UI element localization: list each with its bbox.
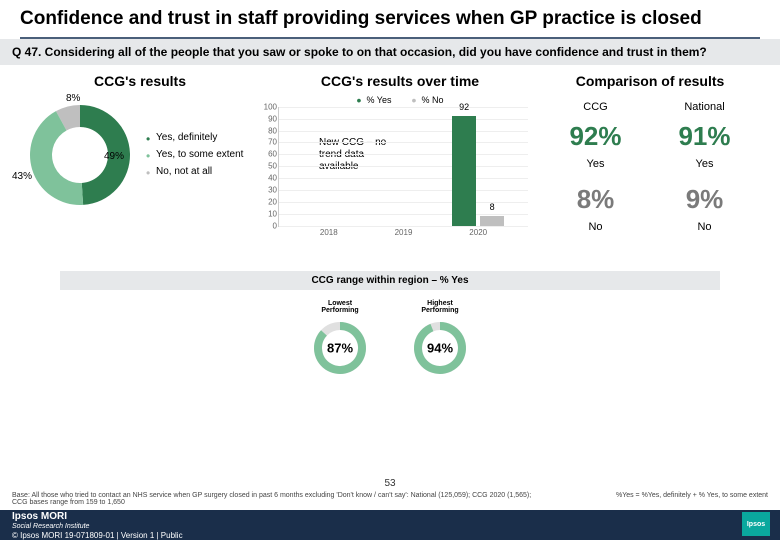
gauge-high: 94% (410, 318, 470, 378)
comp-label-yes: Yes (651, 156, 758, 180)
range-low-label: LowestPerforming (310, 300, 370, 314)
page-number: 53 (384, 478, 395, 489)
region-band: CCG range within region – % Yes (60, 271, 720, 290)
comp-header-ccg: CCG (542, 97, 649, 117)
note-text: %Yes = %Yes, definitely + % Yes, to some… (616, 492, 768, 506)
col2-heading: CCG's results over time (260, 73, 540, 95)
footer-sub: Social Research Institute (12, 523, 183, 530)
base-text: Base: All those who tried to contact an … (12, 492, 532, 506)
footer-brand: Ipsos MORI (12, 511, 183, 522)
col1-heading: CCG's results (20, 73, 260, 95)
legend-item: Yes, definitely (146, 132, 243, 143)
footer-bar: Ipsos MORI Social Research Institute © I… (0, 510, 780, 540)
range-high-label: HighestPerforming (410, 300, 470, 314)
legend-yes: % Yes (356, 95, 391, 105)
legend-item: No, not at all (146, 166, 243, 177)
comp-nat-yes: 91% (651, 119, 758, 154)
time-chart-legend: % Yes % No (260, 95, 540, 105)
legend-no: % No (412, 95, 444, 105)
donut-chart: 8% 49% 43% (20, 95, 140, 215)
comp-ccg-no: 8% (542, 182, 649, 217)
comp-nat-no: 9% (651, 182, 758, 217)
donut-label-b: 49% (104, 151, 124, 162)
donut-legend: Yes, definitely Yes, to some extent No, … (146, 126, 243, 183)
comp-label-yes: Yes (542, 156, 649, 180)
donut-label-c: 43% (12, 171, 32, 182)
footer-meta: © Ipsos MORI 19-071809-01 | Version 1 | … (12, 531, 183, 540)
gauge-low: 87% (310, 318, 370, 378)
ipsos-logo: Ipsos (742, 512, 770, 536)
question-text: Q 47. Considering all of the people that… (0, 39, 780, 65)
comp-header-national: National (651, 97, 758, 117)
donut-label-a: 8% (66, 93, 80, 104)
gauge-low-val: 87% (327, 340, 353, 355)
legend-item: Yes, to some extent (146, 149, 243, 160)
range-row: LowestPerforming 87% HighestPerforming 9… (0, 300, 780, 378)
comp-label-no: No (542, 219, 649, 243)
gauge-high-val: 94% (427, 340, 453, 355)
comp-label-no: No (651, 219, 758, 243)
comparison-table: CCG National 92% 91% Yes Yes 8% 9% No No (540, 95, 760, 245)
comp-ccg-yes: 92% (542, 119, 649, 154)
time-bar-chart: New CCG – notrend dataavailable 01020304… (278, 107, 528, 227)
page-title: Confidence and trust in staff providing … (20, 8, 760, 31)
col3-heading: Comparison of results (540, 73, 760, 95)
